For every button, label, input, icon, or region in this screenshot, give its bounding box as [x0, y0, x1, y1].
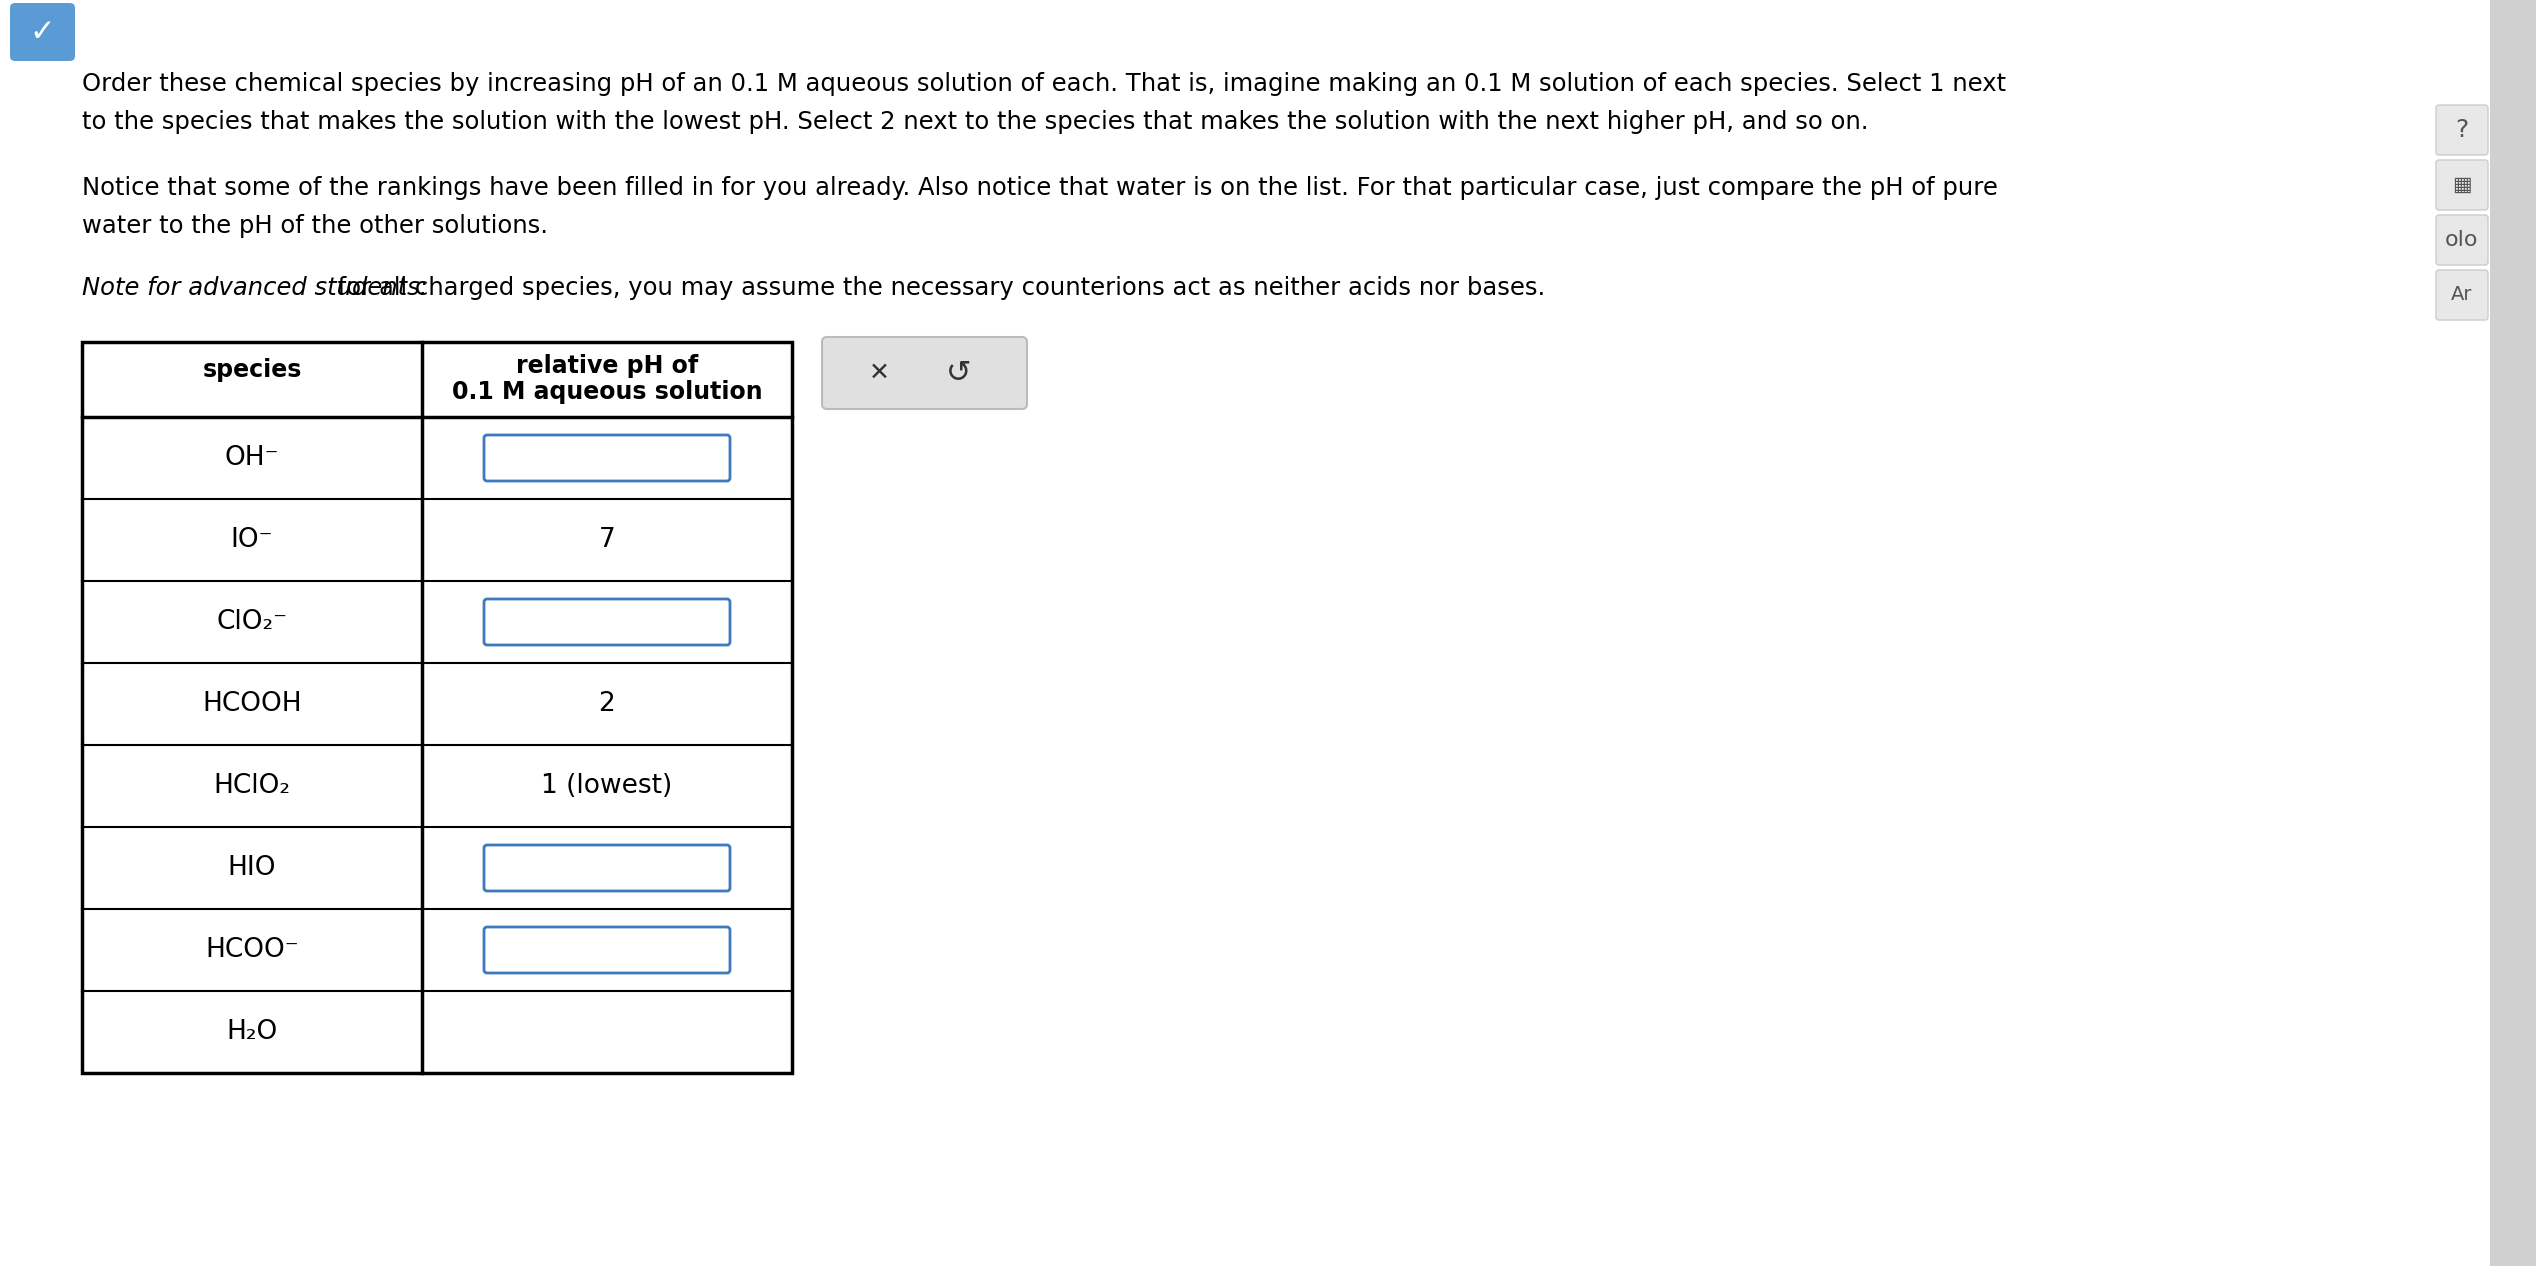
Text: to the species that makes the solution with the lowest pH. Select 2 next to the : to the species that makes the solution w…	[81, 110, 1869, 134]
Text: ✕: ✕	[867, 361, 890, 385]
FancyBboxPatch shape	[2437, 215, 2488, 265]
Bar	[81, 342, 791, 1074]
Text: ▼: ▼	[702, 615, 715, 630]
Text: 0.1 M aqueous solution: 0.1 M aqueous solution	[451, 381, 763, 405]
FancyBboxPatch shape	[484, 436, 730, 481]
Text: H₂O: H₂O	[226, 1019, 276, 1044]
FancyBboxPatch shape	[2437, 105, 2488, 154]
Text: olo: olo	[2445, 230, 2478, 249]
FancyBboxPatch shape	[822, 337, 1027, 409]
Text: 7: 7	[598, 527, 616, 553]
Bar	[2490, 0, 2536, 1266]
Text: ClO₂⁻: ClO₂⁻	[216, 609, 287, 636]
Text: HClO₂: HClO₂	[213, 774, 292, 799]
Text: HIO: HIO	[228, 855, 276, 881]
Text: for all charged species, you may assume the necessary counterions act as neither: for all charged species, you may assume …	[330, 276, 1544, 300]
Text: (Choose one): (Choose one)	[502, 448, 637, 467]
FancyBboxPatch shape	[10, 3, 76, 61]
Text: OH⁻: OH⁻	[226, 446, 279, 471]
FancyBboxPatch shape	[484, 599, 730, 644]
Text: ▼: ▼	[702, 452, 715, 466]
Text: 1 (lowest): 1 (lowest)	[540, 774, 672, 799]
Text: (Choose one): (Choose one)	[502, 858, 637, 877]
Text: ✓: ✓	[30, 19, 56, 48]
Text: HCOO⁻: HCOO⁻	[205, 937, 299, 963]
FancyBboxPatch shape	[2437, 160, 2488, 210]
FancyBboxPatch shape	[2437, 270, 2488, 320]
FancyBboxPatch shape	[484, 927, 730, 974]
Text: Note for advanced students:: Note for advanced students:	[81, 276, 429, 300]
Text: (Choose one): (Choose one)	[502, 941, 637, 960]
Text: (Choose one): (Choose one)	[502, 613, 637, 632]
Text: water to the pH of the other solutions.: water to the pH of the other solutions.	[81, 214, 548, 238]
Text: ▼: ▼	[702, 943, 715, 958]
Text: HCOOH: HCOOH	[203, 691, 302, 717]
FancyBboxPatch shape	[484, 844, 730, 891]
Text: species: species	[203, 358, 302, 382]
Text: Ar: Ar	[2452, 286, 2473, 305]
Text: ▼: ▼	[702, 861, 715, 876]
Text: IO⁻: IO⁻	[231, 527, 274, 553]
Text: ▦: ▦	[2452, 175, 2473, 195]
Text: ↺: ↺	[946, 358, 971, 387]
Text: Order these chemical species by increasing pH of an 0.1 M aqueous solution of ea: Order these chemical species by increasi…	[81, 72, 2006, 96]
Text: 2: 2	[598, 691, 616, 717]
Text: relative pH of: relative pH of	[515, 354, 697, 379]
Text: Notice that some of the rankings have been filled in for you already. Also notic: Notice that some of the rankings have be…	[81, 176, 1998, 200]
Text: ?: ?	[2455, 118, 2468, 142]
